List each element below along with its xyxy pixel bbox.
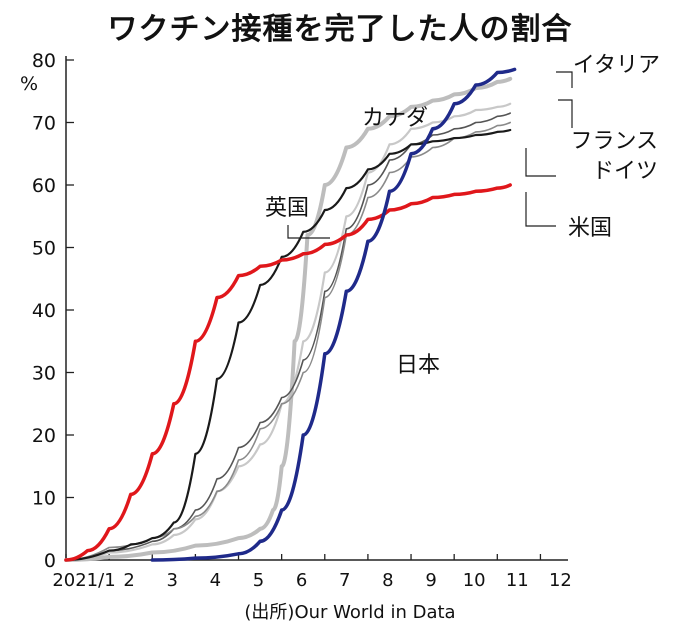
series-line — [64, 76, 513, 562]
x-tick-label: 8 — [382, 570, 393, 591]
leader-line-italy — [556, 71, 573, 88]
series-label: フランス — [570, 129, 658, 154]
x-tick-label: 11 — [506, 570, 529, 591]
x-tick-label: 2 — [123, 570, 134, 591]
y-axis-unit-label: % — [20, 73, 38, 95]
chart-title: ワクチン接種を完了した人の割合 — [107, 12, 573, 47]
series-line — [150, 67, 517, 562]
series-line — [65, 121, 511, 561]
leader-line-uk — [287, 225, 330, 239]
series-lines — [64, 67, 517, 562]
y-tick-label: 30 — [32, 363, 56, 385]
y-tick-label: 40 — [32, 300, 56, 322]
y-tick-label: 0 — [44, 550, 56, 572]
series-label: 米国 — [568, 216, 612, 241]
x-tick-label: 6 — [296, 570, 307, 591]
x-tick-label: 7 — [339, 570, 350, 591]
series-line — [64, 102, 512, 562]
y-tick-label: 60 — [32, 175, 56, 197]
y-tick-label: 70 — [32, 113, 56, 135]
x-tick-label: 2021/1 — [52, 570, 115, 591]
y-tick-label: 50 — [32, 238, 56, 260]
leader-line-us — [525, 192, 556, 227]
series-line — [64, 183, 512, 562]
series-label: カナダ — [362, 106, 428, 131]
series-label: 英国 — [265, 196, 309, 221]
axes: 0 10 20 30 40 50 60 70 80% 2021/1 2 3 4 5 6 7 8 9 10 11 12 — [20, 50, 572, 591]
y-tick-label: 20 — [32, 425, 56, 447]
x-tick-label: 3 — [167, 570, 178, 591]
x-tick-label: 10 — [463, 570, 486, 591]
leader-line-germany — [525, 148, 556, 177]
x-tick-label: 9 — [425, 570, 436, 591]
x-tick-label: 4 — [210, 570, 221, 591]
x-tick-label: 12 — [549, 570, 572, 591]
source-note: (出所)Our World in Data — [244, 602, 456, 623]
series-label: イタリア — [573, 53, 660, 78]
x-tick-label: 5 — [253, 570, 264, 591]
leader-line-france — [558, 99, 573, 128]
y-tick-label: 10 — [32, 488, 56, 510]
series-label: ドイツ — [592, 159, 658, 184]
series-label: 日本 — [396, 353, 440, 378]
y-tick-label: 80 — [32, 50, 56, 72]
